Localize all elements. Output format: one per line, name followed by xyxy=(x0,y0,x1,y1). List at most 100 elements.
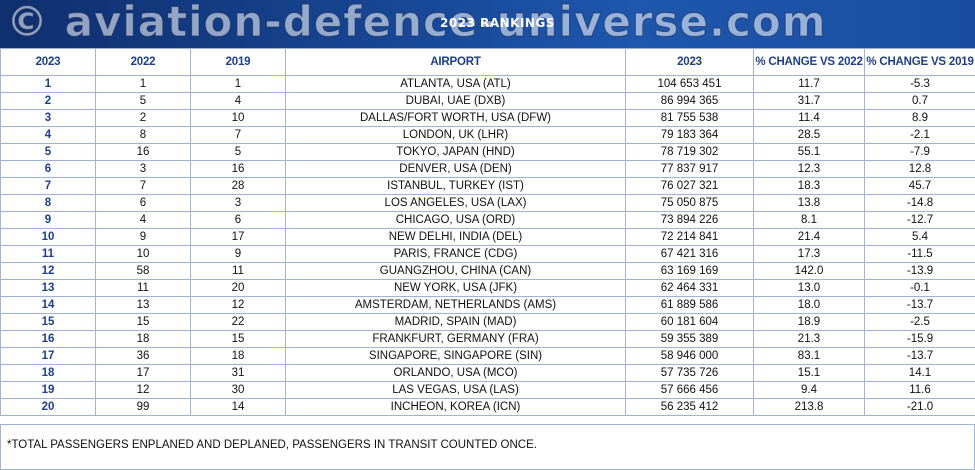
cell-change-vs-2022: 8.1 xyxy=(753,211,865,229)
cell-rank-2019: 12 xyxy=(190,296,286,314)
cell-rank-2023: 8 xyxy=(0,194,96,212)
cell-airport: TOKYO, JAPAN (HND) xyxy=(285,143,626,161)
cell-passengers-2023: 63 169 169 xyxy=(625,262,754,280)
cell-change-vs-2019: -13.9 xyxy=(864,262,975,280)
cell-rank-2023: 16 xyxy=(0,330,96,348)
cell-change-vs-2019: -11.5 xyxy=(864,245,975,263)
cell-change-vs-2022: 142.0 xyxy=(753,262,865,280)
table-row: 11 10 9 PARIS, FRANCE (CDG) 67 421 316 17.3 -1… xyxy=(0,245,975,263)
cell-airport: AMSTERDAM, NETHERLANDS (AMS) xyxy=(285,296,626,314)
cell-rank-2023: 6 xyxy=(0,160,96,178)
cell-change-vs-2022: 83.1 xyxy=(753,347,865,365)
cell-rank-2022: 17 xyxy=(95,364,191,382)
cell-rank-2022: 12 xyxy=(95,381,191,399)
cell-passengers-2023: 77 837 917 xyxy=(625,160,754,178)
cell-rank-2023: 17 xyxy=(0,347,96,365)
cell-rank-2022: 3 xyxy=(95,160,191,178)
cell-rank-2023: 4 xyxy=(0,126,96,144)
cell-rank-2023: 14 xyxy=(0,296,96,314)
cell-airport: ORLANDO, USA (MCO) xyxy=(285,364,626,382)
cell-change-vs-2022: 55.1 xyxy=(753,143,865,161)
cell-rank-2019: 7 xyxy=(190,126,286,144)
cell-change-vs-2019: -5.3 xyxy=(864,75,975,93)
cell-change-vs-2019: 12.8 xyxy=(864,160,975,178)
cell-passengers-2023: 75 050 875 xyxy=(625,194,754,212)
table-header-row: 2023 2022 2019 AIRPORT 2023 % CHANGE VS … xyxy=(0,48,975,76)
cell-rank-2019: 18 xyxy=(190,347,286,365)
cell-airport: DUBAI, UAE (DXB) xyxy=(285,92,626,110)
cell-airport: NEW DELHI, INDIA (DEL) xyxy=(285,228,626,246)
banner-title: 2023 RANKINGS xyxy=(440,16,555,30)
cell-airport: DENVER, USA (DEN) xyxy=(285,160,626,178)
airport-rankings-table: 2023 2022 2019 AIRPORT 2023 % CHANGE VS … xyxy=(0,48,975,416)
cell-change-vs-2019: -7.9 xyxy=(864,143,975,161)
cell-airport: GUANGZHOU, CHINA (CAN) xyxy=(285,262,626,280)
cell-airport: PARIS, FRANCE (CDG) xyxy=(285,245,626,263)
cell-passengers-2023: 73 894 226 xyxy=(625,211,754,229)
table-row: 2 5 4 DUBAI, UAE (DXB) 86 994 365 31.7 0.7 xyxy=(0,92,975,110)
cell-rank-2022: 15 xyxy=(95,313,191,331)
table-row: 9 4 6 CHICAGO, USA (ORD) 73 894 226 8.1 -12.7 xyxy=(0,211,975,229)
cell-change-vs-2019: -21.0 xyxy=(864,398,975,416)
cell-rank-2019: 4 xyxy=(190,92,286,110)
cell-passengers-2023: 67 421 316 xyxy=(625,245,754,263)
header-airport: AIRPORT xyxy=(285,48,626,76)
cell-airport: DALLAS/FORT WORTH, USA (DFW) xyxy=(285,109,626,127)
cell-airport: ATLANTA, USA (ATL) xyxy=(285,75,626,93)
cell-passengers-2023: 57 666 456 xyxy=(625,381,754,399)
cell-passengers-2023: 76 027 321 xyxy=(625,177,754,195)
cell-airport: CHICAGO, USA (ORD) xyxy=(285,211,626,229)
cell-airport: LOS ANGELES, USA (LAX) xyxy=(285,194,626,212)
cell-change-vs-2019: 11.6 xyxy=(864,381,975,399)
cell-change-vs-2022: 18.9 xyxy=(753,313,865,331)
cell-change-vs-2022: 17.3 xyxy=(753,245,865,263)
table-row: 8 6 3 LOS ANGELES, USA (LAX) 75 050 875 13.8-… xyxy=(0,194,975,212)
cell-rank-2022: 18 xyxy=(95,330,191,348)
cell-airport: FRANKFURT, GERMANY (FRA) xyxy=(285,330,626,348)
cell-rank-2023: 1 xyxy=(0,75,96,93)
cell-passengers-2023: 104 653 451 xyxy=(625,75,754,93)
cell-rank-2023: 11 xyxy=(0,245,96,263)
cell-change-vs-2022: 21.3 xyxy=(753,330,865,348)
cell-passengers-2023: 81 755 538 xyxy=(625,109,754,127)
cell-change-vs-2022: 18.0 xyxy=(753,296,865,314)
cell-rank-2022: 6 xyxy=(95,194,191,212)
cell-change-vs-2019: -15.9 xyxy=(864,330,975,348)
cell-airport: LONDON, UK (LHR) xyxy=(285,126,626,144)
table-row: 17 36 18 SINGAPORE, SINGAPORE (SIN) 58 946 0… xyxy=(0,347,975,365)
cell-rank-2023: 20 xyxy=(0,398,96,416)
cell-change-vs-2019: 14.1 xyxy=(864,364,975,382)
cell-rank-2023: 19 xyxy=(0,381,96,399)
cell-rank-2019: 22 xyxy=(190,313,286,331)
table-row: 16 18 15 FRANKFURT, GERMANY (FRA) 59 355 389… xyxy=(0,330,975,348)
cell-rank-2022: 4 xyxy=(95,211,191,229)
cell-passengers-2023: 57 735 726 xyxy=(625,364,754,382)
cell-airport: ISTANBUL, TURKEY (IST) xyxy=(285,177,626,195)
header-rank-2022: 2022 xyxy=(95,48,191,76)
cell-passengers-2023: 56 235 412 xyxy=(625,398,754,416)
cell-passengers-2023: 72 214 841 xyxy=(625,228,754,246)
cell-rank-2019: 31 xyxy=(190,364,286,382)
cell-change-vs-2022: 31.7 xyxy=(753,92,865,110)
cell-change-vs-2022: 15.1 xyxy=(753,364,865,382)
cell-airport: INCHEON, KOREA (ICN) xyxy=(285,398,626,416)
cell-rank-2022: 13 xyxy=(95,296,191,314)
cell-change-vs-2022: 18.3 xyxy=(753,177,865,195)
cell-change-vs-2019: 5.4 xyxy=(864,228,975,246)
table-row: 14 13 12 AMSTERDAM, NETHERLANDS (AMS) 61 889… xyxy=(0,296,975,314)
cell-rank-2019: 30 xyxy=(190,381,286,399)
cell-rank-2022: 10 xyxy=(95,245,191,263)
cell-airport: MADRID, SPAIN (MAD) xyxy=(285,313,626,331)
table-body: 1 1 1 ATLANTA, USA (ATL) 104 653 451 11.7 -5.3… xyxy=(0,75,975,416)
cell-airport: LAS VEGAS, USA (LAS) xyxy=(285,381,626,399)
cell-rank-2023: 13 xyxy=(0,279,96,297)
table-row: 1 1 1 ATLANTA, USA (ATL) 104 653 451 11.7 -5.3 xyxy=(0,75,975,93)
table-row: 19 12 30 LAS VEGAS, USA (LAS) 57 666 456 9.4 1… xyxy=(0,381,975,399)
cell-rank-2022: 1 xyxy=(95,75,191,93)
cell-change-vs-2022: 28.5 xyxy=(753,126,865,144)
cell-rank-2019: 3 xyxy=(190,194,286,212)
cell-passengers-2023: 62 464 331 xyxy=(625,279,754,297)
cell-rank-2019: 16 xyxy=(190,160,286,178)
table-row: 18 17 31 ORLANDO, USA (MCO) 57 735 726 15.1 14… xyxy=(0,364,975,382)
cell-rank-2019: 10 xyxy=(190,109,286,127)
